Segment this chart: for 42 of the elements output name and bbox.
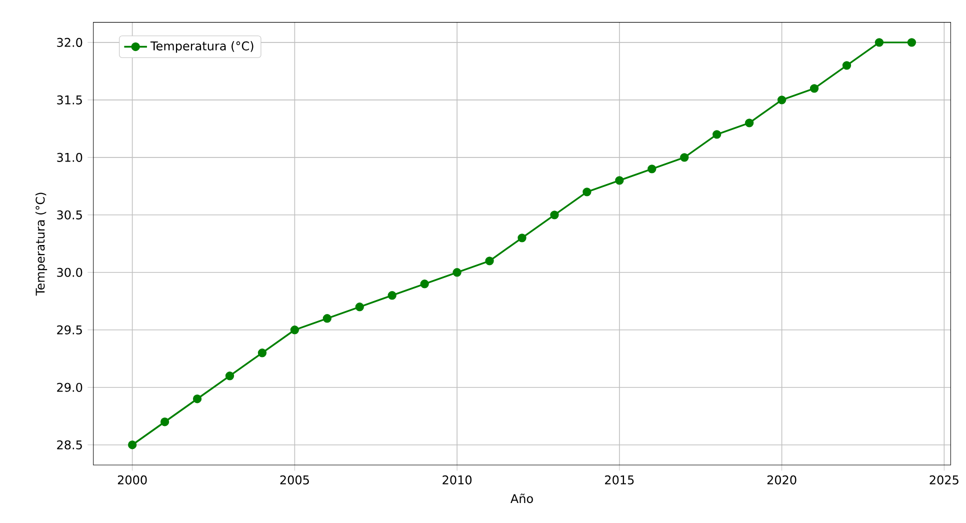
point (420, 280, 429, 288)
point (452, 268, 462, 277)
point (388, 291, 396, 300)
y-tick-label: 29.5 (57, 325, 82, 334)
point (874, 38, 884, 47)
x-tick-label: 2000 (118, 475, 147, 484)
point (550, 210, 559, 220)
x-axis-title: Año (510, 494, 533, 504)
x-tick-label: 2015 (605, 475, 634, 484)
point (907, 38, 916, 47)
y-tick-label: 30.5 (57, 210, 82, 220)
x-tick-label: 2005 (280, 475, 309, 484)
point (582, 188, 592, 196)
y-tick-label: 30.0 (57, 268, 82, 277)
point (680, 153, 689, 162)
y-tick-label: 31.0 (57, 152, 82, 162)
point (225, 372, 234, 380)
point (744, 118, 754, 128)
point (615, 176, 624, 185)
point (322, 314, 332, 323)
x-tick-label: 2025 (930, 475, 958, 484)
point (485, 256, 494, 266)
x-tick-label: 2020 (767, 475, 796, 484)
point (258, 348, 267, 358)
point (128, 440, 137, 450)
x-tick-label: 2010 (442, 475, 472, 484)
point (518, 234, 526, 242)
point (192, 394, 202, 404)
point (842, 61, 852, 70)
point (648, 164, 656, 174)
point (160, 418, 170, 426)
point (712, 130, 722, 139)
y-tick-label: 31.5 (57, 95, 82, 104)
point (290, 326, 300, 334)
y-tick-label: 29.0 (57, 382, 82, 392)
y-tick-label: 28.5 (57, 440, 82, 450)
point (810, 84, 819, 93)
y-axis-title: Temperatura (°C) (35, 192, 48, 296)
point (355, 302, 364, 312)
y-tick-label: 32.0 (57, 38, 82, 47)
legend-label: Temperatura (°C) (150, 41, 254, 53)
point (777, 96, 786, 104)
